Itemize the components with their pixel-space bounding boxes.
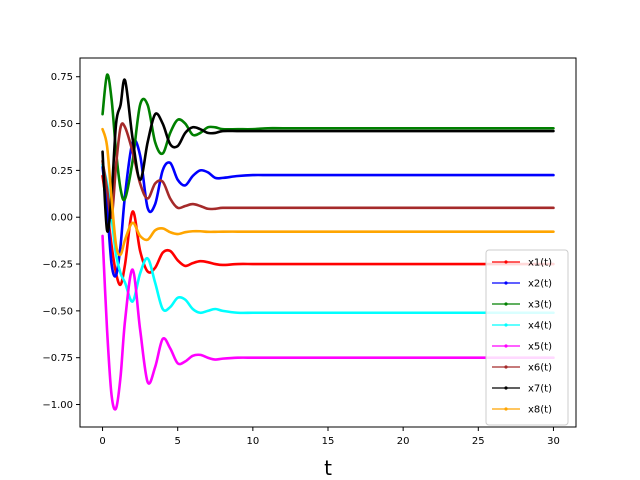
legend-label: x7(t) (528, 384, 552, 395)
x-tick-label: 0 (99, 436, 105, 447)
series-line-7 (101, 78, 555, 233)
x-tick-label: 5 (175, 436, 181, 447)
legend-marker (504, 302, 508, 306)
legend: x1(t) x2(t) x3(t) x4(t) x5(t) x6(t) x7(t) x8(t) (485, 249, 569, 426)
legend-marker (504, 407, 508, 411)
y-tick-label: 0.00 (51, 213, 73, 224)
y-tick-label: −0.25 (42, 260, 73, 271)
legend-label: x1(t) (528, 258, 552, 269)
y-tick-label: 0.75 (51, 72, 73, 83)
legend-marker (504, 260, 508, 264)
x-tick-label: 10 (246, 436, 259, 447)
legend-marker (504, 344, 508, 348)
series-line-2 (101, 138, 555, 278)
x-tick-label: 25 (472, 436, 485, 447)
y-tick-label: −0.50 (42, 306, 73, 317)
legend-label: x6(t) (528, 363, 552, 374)
y-axis-ticks: −1.00 −0.75 −0.50 −0.25 0.00 0.25 0.50 0.75 (42, 72, 80, 411)
legend-label: x4(t) (528, 321, 552, 332)
y-tick-label: 0.50 (51, 119, 73, 130)
series-line-1 (101, 174, 555, 287)
series-line-4 (101, 163, 555, 315)
legend-label: x3(t) (528, 300, 552, 311)
x-tick-label: 20 (397, 436, 410, 447)
x-tick-label: 15 (322, 436, 335, 447)
legend-marker (504, 386, 508, 390)
legend-marker (504, 281, 508, 285)
plot-lines (101, 73, 555, 411)
legend-marker (504, 365, 508, 369)
legend-box (485, 249, 569, 426)
x-tick-label: 30 (547, 436, 560, 447)
legend-label: x5(t) (528, 342, 552, 353)
legend-label: x8(t) (528, 405, 552, 416)
y-tick-label: 0.25 (51, 166, 73, 177)
y-tick-label: −0.75 (42, 353, 73, 364)
series-line-3 (101, 73, 555, 202)
y-tick-label: −1.00 (42, 400, 73, 411)
legend-label: x2(t) (528, 279, 552, 290)
x-axis-ticks: 0 5 10 15 20 25 30 (99, 427, 560, 447)
series-line-6 (101, 122, 555, 219)
x-axis-label: t (324, 456, 332, 480)
series-line-8 (101, 127, 555, 257)
legend-marker (504, 323, 508, 327)
series-line-5 (101, 234, 555, 411)
